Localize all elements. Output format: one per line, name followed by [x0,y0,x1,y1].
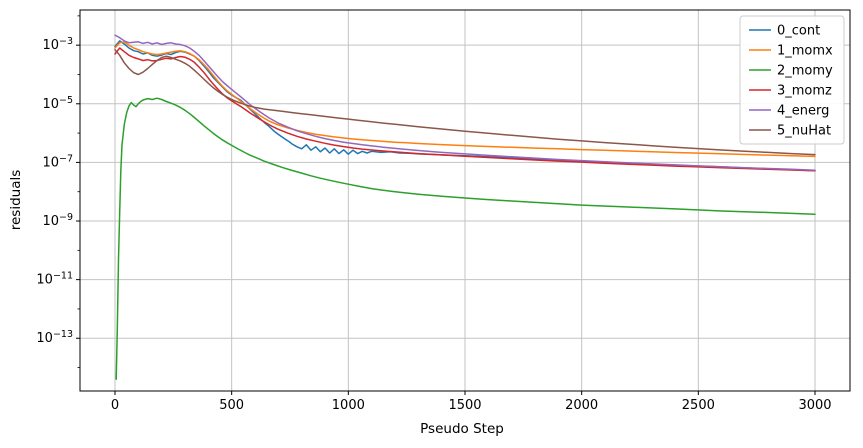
y-tick-label: 10−3 [42,36,73,53]
x-tick-label: 1000 [332,398,365,413]
y-tick-label: 10−5 [42,95,73,112]
series-line-2_momy [115,97,816,380]
x-tick-label: 2500 [682,398,715,413]
x-tick-label: 3000 [798,398,831,413]
x-tick-label: 500 [219,398,244,413]
legend-layer: 0_cont 1_momx 2_momy 3_momz 4_energ 5_nuHat [739,15,845,145]
series-line-0_cont [114,40,816,172]
legend-label-2_momy: 2_momy [777,64,833,79]
y-tick-label: 10−7 [42,153,73,170]
x-tick-label: 0 [111,398,119,413]
legend-box [739,15,845,145]
series-layer [114,34,816,380]
y-axis-label: residuals [8,170,24,231]
legend-label-4_energ: 4_energ [777,104,829,119]
legend-label-5_nuHat: 5_nuHat [777,124,831,139]
legend-label-3_momz: 3_momz [777,84,832,99]
y-tick-label: 10−11 [36,271,73,288]
series-line-1_momx [114,41,816,158]
grid-layer [80,10,850,391]
x-axis-label: Pseudo Step [420,421,504,437]
ticks-layer: 0 500 1000 1500 2000 2500 3000 10−3 10−5 10−7 10−9… [36,15,832,413]
legend-label-1_momx: 1_momx [777,44,833,59]
y-tick-label: 10−13 [36,329,73,346]
x-tick-label: 1500 [448,398,481,413]
series-line-5_nuHat [114,48,816,156]
series-line-4_energ [114,34,816,171]
series-line-3_momz [114,47,816,172]
y-tick-label: 10−9 [42,212,73,229]
legend-label-0_cont: 0_cont [777,24,820,39]
x-tick-label: 2000 [565,398,598,413]
